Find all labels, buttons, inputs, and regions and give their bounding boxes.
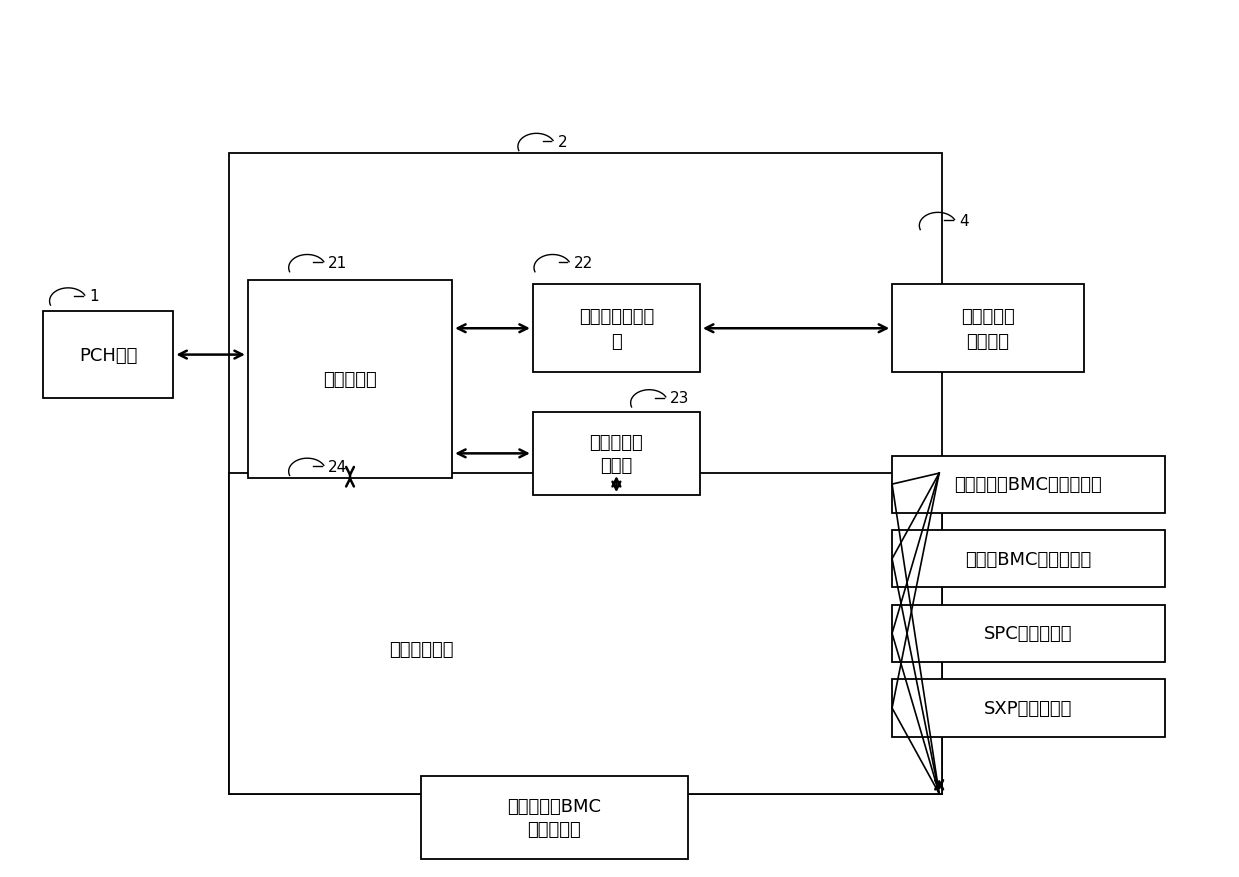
Text: 第二串口收: 第二串口收 xyxy=(590,433,643,451)
Text: 备的串口: 备的串口 xyxy=(966,332,1010,350)
Bar xyxy=(421,776,688,859)
Text: SPC芯片的串口: SPC芯片的串口 xyxy=(984,624,1073,643)
Text: 2: 2 xyxy=(558,134,567,150)
Bar xyxy=(892,531,1165,588)
Bar xyxy=(892,456,1165,513)
Text: 4: 4 xyxy=(959,213,969,229)
Text: 23: 23 xyxy=(670,390,690,406)
Bar xyxy=(229,474,942,794)
Bar xyxy=(892,605,1165,662)
Text: SXP芯片的串口: SXP芯片的串口 xyxy=(984,699,1073,717)
Text: 第一主板的BMC: 第一主板的BMC xyxy=(508,797,601,815)
Text: 第二主板的BMC芯片的串口: 第二主板的BMC芯片的串口 xyxy=(954,475,1103,494)
Text: 电池的BMC芯片的串口: 电池的BMC芯片的串口 xyxy=(965,550,1092,568)
Bar xyxy=(892,285,1084,373)
Bar xyxy=(892,680,1165,737)
Text: 芯片的串口: 芯片的串口 xyxy=(528,821,581,838)
Text: 22: 22 xyxy=(574,255,593,271)
Text: 21: 21 xyxy=(328,255,348,271)
Text: 24: 24 xyxy=(328,459,348,474)
Bar xyxy=(229,153,942,794)
Bar xyxy=(533,412,700,496)
Bar xyxy=(43,311,173,399)
Text: 串口切换模块: 串口切换模块 xyxy=(389,640,453,658)
Text: 外部调试设: 外部调试设 xyxy=(961,308,1015,325)
Text: 发模块: 发模块 xyxy=(600,457,633,474)
Text: 块: 块 xyxy=(611,332,622,350)
Bar xyxy=(533,285,700,373)
Text: 编解码模块: 编解码模块 xyxy=(323,370,377,389)
Bar xyxy=(248,281,452,478)
Text: PCH芯片: PCH芯片 xyxy=(79,346,138,364)
Text: 1: 1 xyxy=(89,289,99,304)
Text: 第一串口收发模: 第一串口收发模 xyxy=(579,308,654,325)
